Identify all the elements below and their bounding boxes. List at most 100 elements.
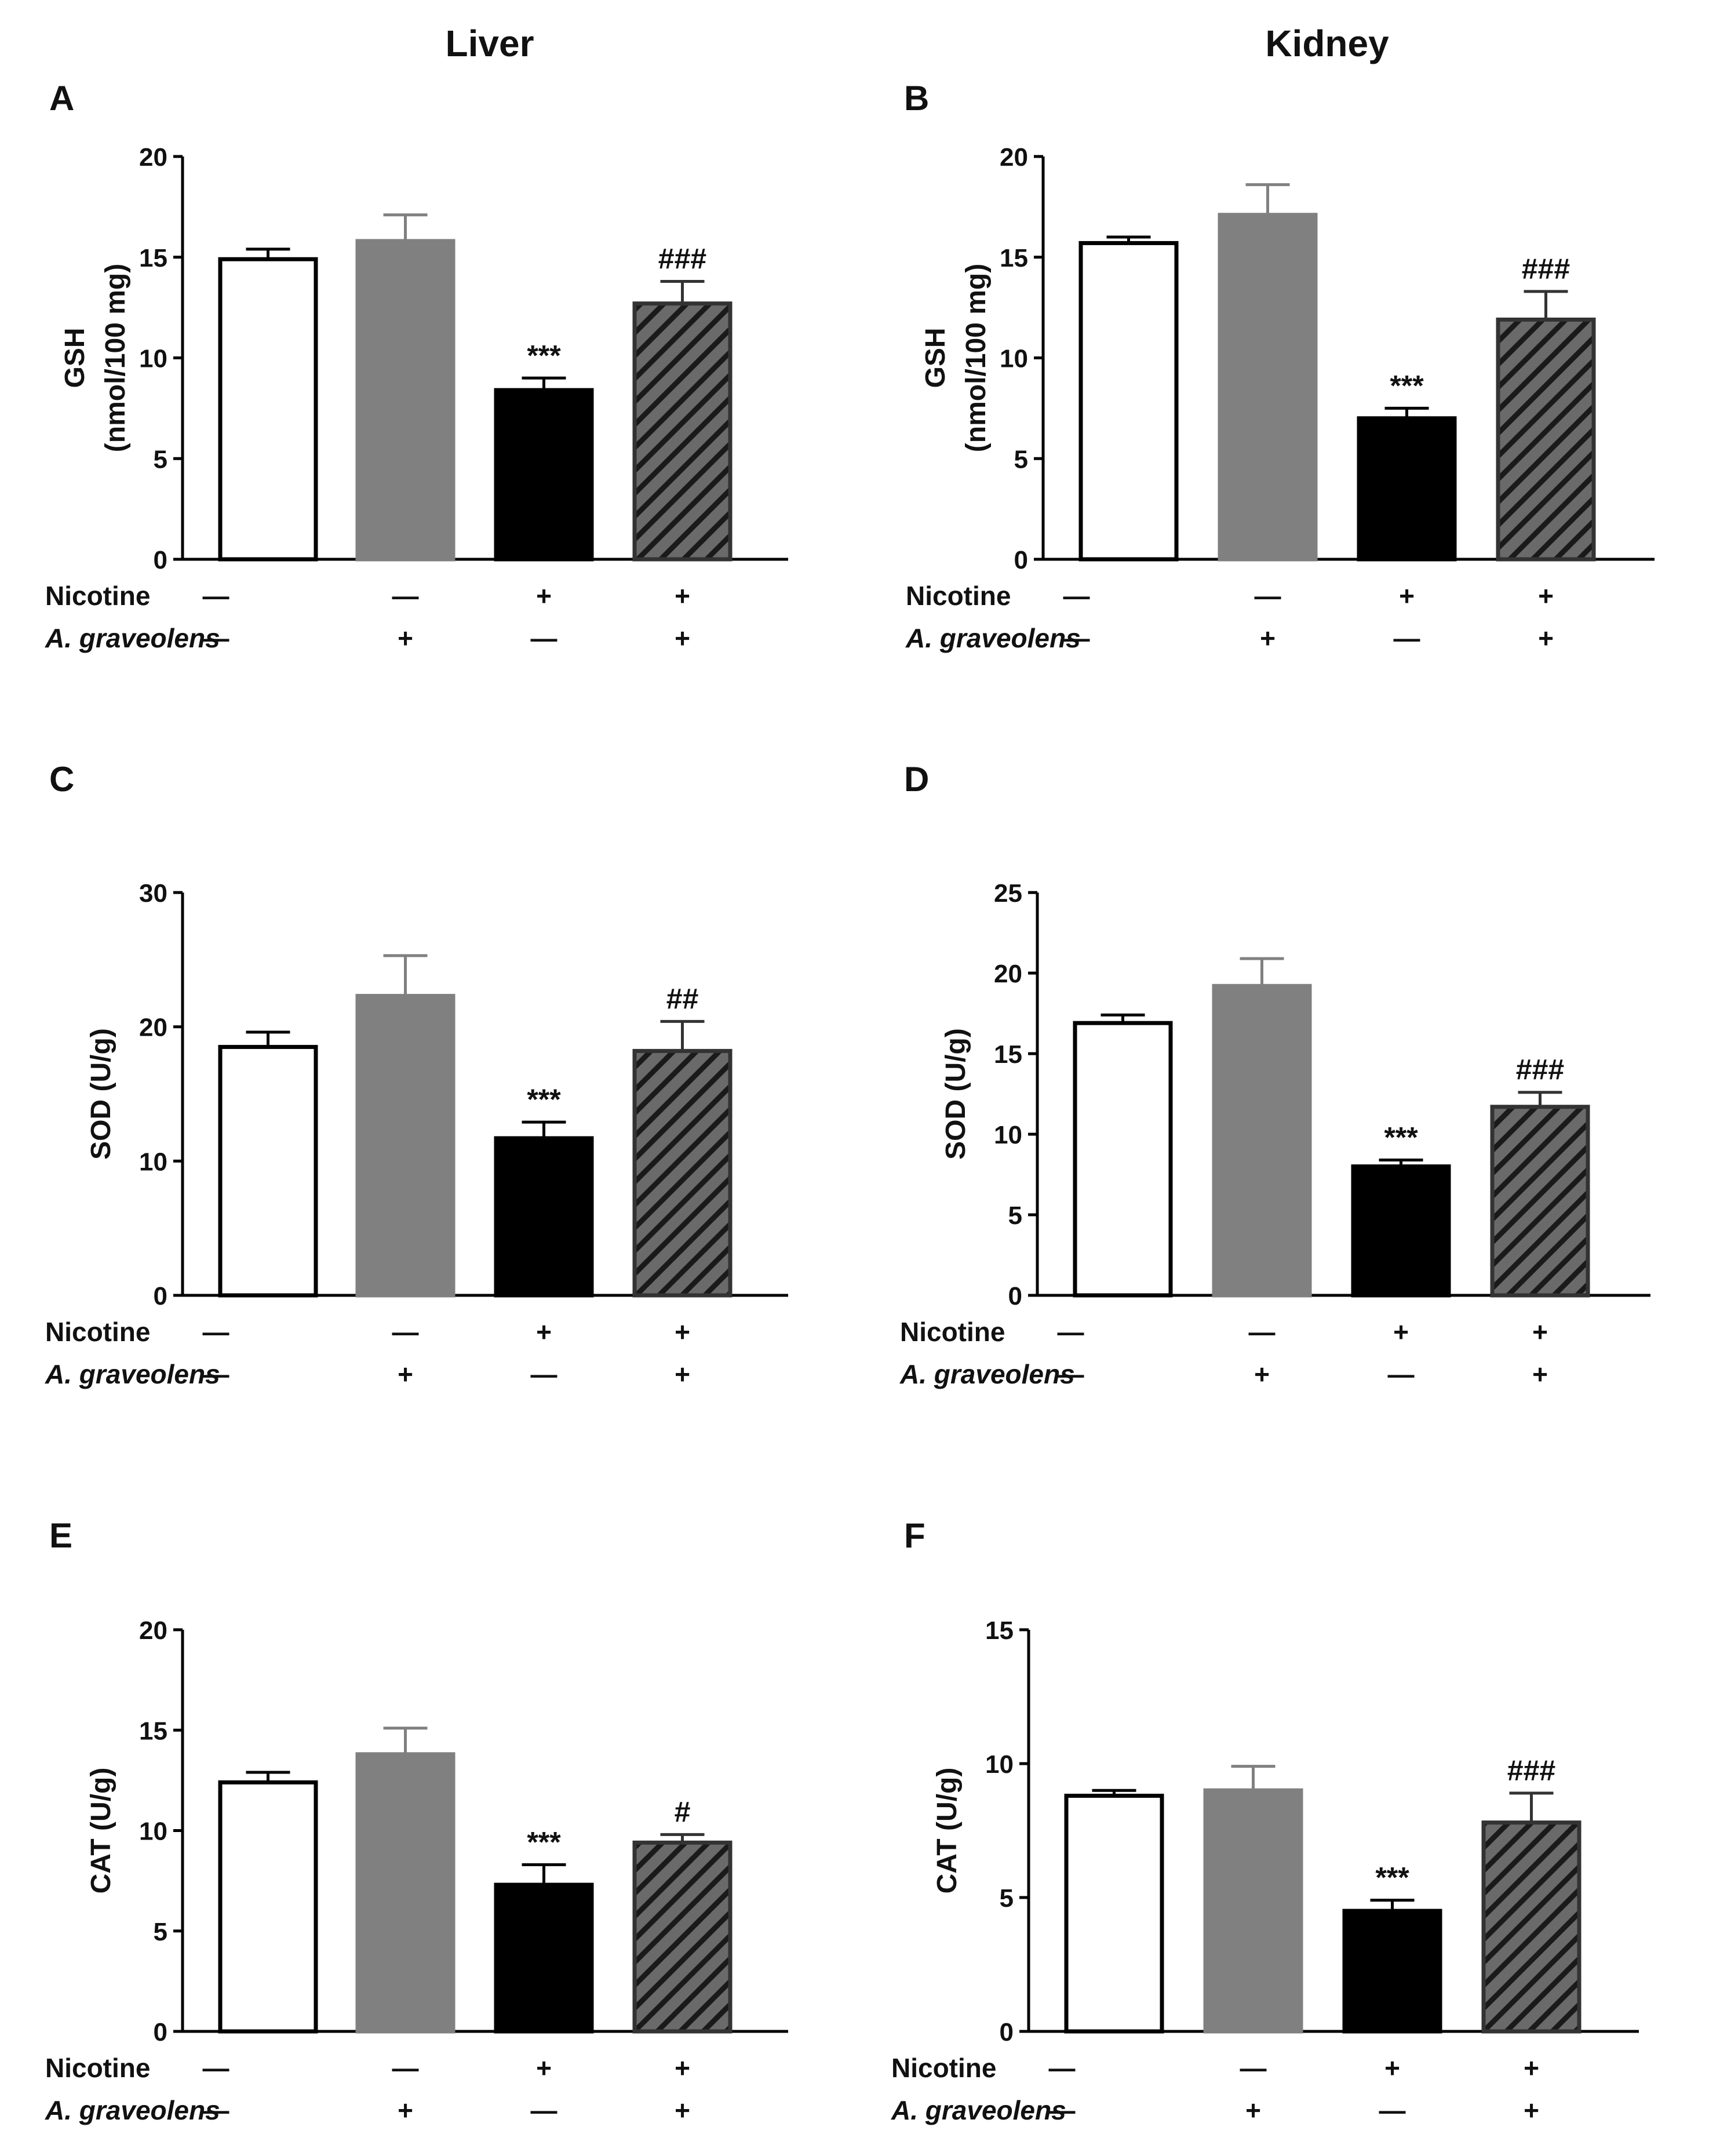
bar bbox=[494, 1136, 594, 1298]
y-axis-label-units: (nmol/100 mg) bbox=[961, 264, 992, 452]
y-tick-label: 20 bbox=[1000, 143, 1028, 172]
y-tick-label: 10 bbox=[139, 1818, 167, 1846]
group-sign: + bbox=[675, 2095, 690, 2125]
panel-letter-f: F bbox=[904, 1516, 925, 1555]
y-tick-label: 5 bbox=[154, 1918, 167, 1946]
chart-panel-a: 0 5 10 15 20 GSH (nmol/100 mg) *** ### Nicotine — —… bbox=[45, 143, 788, 653]
y-tick-label: 0 bbox=[1008, 1282, 1022, 1310]
y-tick-label: 5 bbox=[154, 445, 167, 474]
y-tick-label: 15 bbox=[1000, 244, 1028, 272]
row-label-extract: A. graveolens bbox=[45, 2095, 220, 2125]
group-sign: + bbox=[1532, 1359, 1548, 1389]
group-sign: + bbox=[398, 623, 413, 653]
y-tick-label: 5 bbox=[1000, 1884, 1014, 1913]
bar bbox=[1073, 1021, 1173, 1298]
group-sign: + bbox=[398, 2095, 413, 2125]
group-sign: — bbox=[1058, 1359, 1084, 1389]
y-tick-label: 10 bbox=[139, 345, 167, 373]
row-label-nicotine: Nicotine bbox=[45, 1317, 150, 1347]
bar bbox=[1496, 317, 1596, 562]
bar bbox=[1078, 241, 1179, 562]
group-sign: + bbox=[1524, 2053, 1539, 2083]
group-sign: + bbox=[1384, 2053, 1400, 2083]
y-axis-label: CAT (U/g) bbox=[86, 1768, 116, 1894]
group-sign: — bbox=[1049, 2053, 1076, 2083]
group-sign: + bbox=[536, 581, 552, 611]
group-sign: — bbox=[1063, 623, 1090, 653]
group-sign: + bbox=[675, 1359, 690, 1389]
y-axis-label: CAT (U/g) bbox=[932, 1768, 963, 1894]
panel-letter-a: A bbox=[49, 79, 75, 118]
significance-label: *** bbox=[527, 1083, 561, 1116]
significance-label: *** bbox=[1375, 1862, 1409, 1894]
group-sign: — bbox=[1388, 1359, 1415, 1389]
group-sign: — bbox=[1063, 581, 1090, 611]
row-label-nicotine: Nicotine bbox=[45, 2053, 150, 2083]
significance-label: ### bbox=[1516, 1054, 1564, 1086]
row-label-extract: A. graveolens bbox=[891, 2095, 1066, 2125]
bar bbox=[1357, 416, 1457, 562]
panel-letter-b: B bbox=[904, 79, 930, 118]
y-tick-label: 15 bbox=[994, 1040, 1022, 1069]
chart-panel-f: 0 5 10 15 CAT (U/g) *** ### Nicotine — — + + A. grav… bbox=[891, 1616, 1639, 2125]
chart-panel-d: 0 5 10 15 20 25 SOD (U/g) *** ### Nicotine — — + + A. … bbox=[899, 879, 1650, 1389]
y-tick-label: 10 bbox=[994, 1121, 1022, 1149]
group-sign: — bbox=[1255, 581, 1281, 611]
group-sign: — bbox=[531, 1359, 557, 1389]
group-sign: + bbox=[675, 581, 690, 611]
significance-label: ### bbox=[1522, 253, 1570, 285]
group-sign: + bbox=[675, 2053, 690, 2083]
chart-panel-c: 0 10 20 30 SOD (U/g) *** ## Nicotine — — + + A. grav… bbox=[45, 879, 788, 1389]
bar bbox=[1342, 1909, 1442, 2034]
group-sign: — bbox=[1058, 1317, 1084, 1347]
y-tick-label: 0 bbox=[1000, 2018, 1014, 2046]
y-axis-label-units: (nmol/100 mg) bbox=[100, 264, 131, 452]
significance-label: *** bbox=[1384, 1121, 1418, 1153]
y-tick-label: 10 bbox=[985, 1750, 1014, 1779]
group-sign: + bbox=[1538, 623, 1554, 653]
row-label-extract: A. graveolens bbox=[899, 1359, 1075, 1389]
group-sign: + bbox=[1260, 623, 1276, 653]
panel-letter-e: E bbox=[49, 1516, 73, 1555]
group-sign: — bbox=[1240, 2053, 1267, 2083]
column-title-liver: Liver bbox=[445, 23, 534, 64]
group-sign: + bbox=[1532, 1317, 1548, 1347]
group-sign: — bbox=[203, 1359, 229, 1389]
chart-panel-b: 0 5 10 15 20 GSH (nmol/100 mg) *** ### Nicotine — —… bbox=[905, 143, 1655, 653]
bar bbox=[1351, 1164, 1451, 1298]
bar bbox=[218, 1044, 318, 1298]
group-sign: + bbox=[1393, 1317, 1409, 1347]
y-tick-label: 0 bbox=[1014, 546, 1028, 574]
panel-letter-d: D bbox=[904, 760, 930, 799]
bar bbox=[1490, 1105, 1590, 1298]
bar bbox=[355, 1752, 456, 2034]
bar bbox=[632, 1048, 733, 1298]
group-sign: + bbox=[1399, 581, 1415, 611]
y-tick-label: 20 bbox=[139, 1014, 167, 1042]
bar bbox=[494, 1882, 594, 2034]
y-tick-label: 25 bbox=[994, 879, 1022, 908]
bar bbox=[355, 239, 456, 562]
y-tick-label: 15 bbox=[139, 244, 167, 272]
y-tick-label: 5 bbox=[1014, 445, 1028, 474]
y-axis-label: GSH bbox=[920, 327, 951, 388]
group-sign: — bbox=[1249, 1317, 1276, 1347]
row-label-extract: A. graveolens bbox=[45, 623, 220, 653]
group-sign: + bbox=[536, 1317, 552, 1347]
y-tick-label: 20 bbox=[994, 960, 1022, 988]
y-axis-label: GSH bbox=[60, 327, 90, 388]
significance-label: *** bbox=[1390, 369, 1424, 402]
group-sign: — bbox=[1379, 2095, 1406, 2125]
group-sign: + bbox=[675, 1317, 690, 1347]
y-tick-label: 30 bbox=[139, 879, 167, 908]
bar bbox=[1203, 1788, 1303, 2034]
bar bbox=[1212, 984, 1312, 1298]
bar bbox=[632, 301, 733, 562]
bar bbox=[1218, 213, 1318, 562]
group-sign: + bbox=[536, 2053, 552, 2083]
group-sign: — bbox=[531, 623, 557, 653]
significance-label: *** bbox=[527, 1826, 561, 1858]
bar bbox=[218, 1780, 318, 2034]
y-axis-label: SOD (U/g) bbox=[941, 1028, 971, 1160]
group-sign: — bbox=[392, 581, 419, 611]
